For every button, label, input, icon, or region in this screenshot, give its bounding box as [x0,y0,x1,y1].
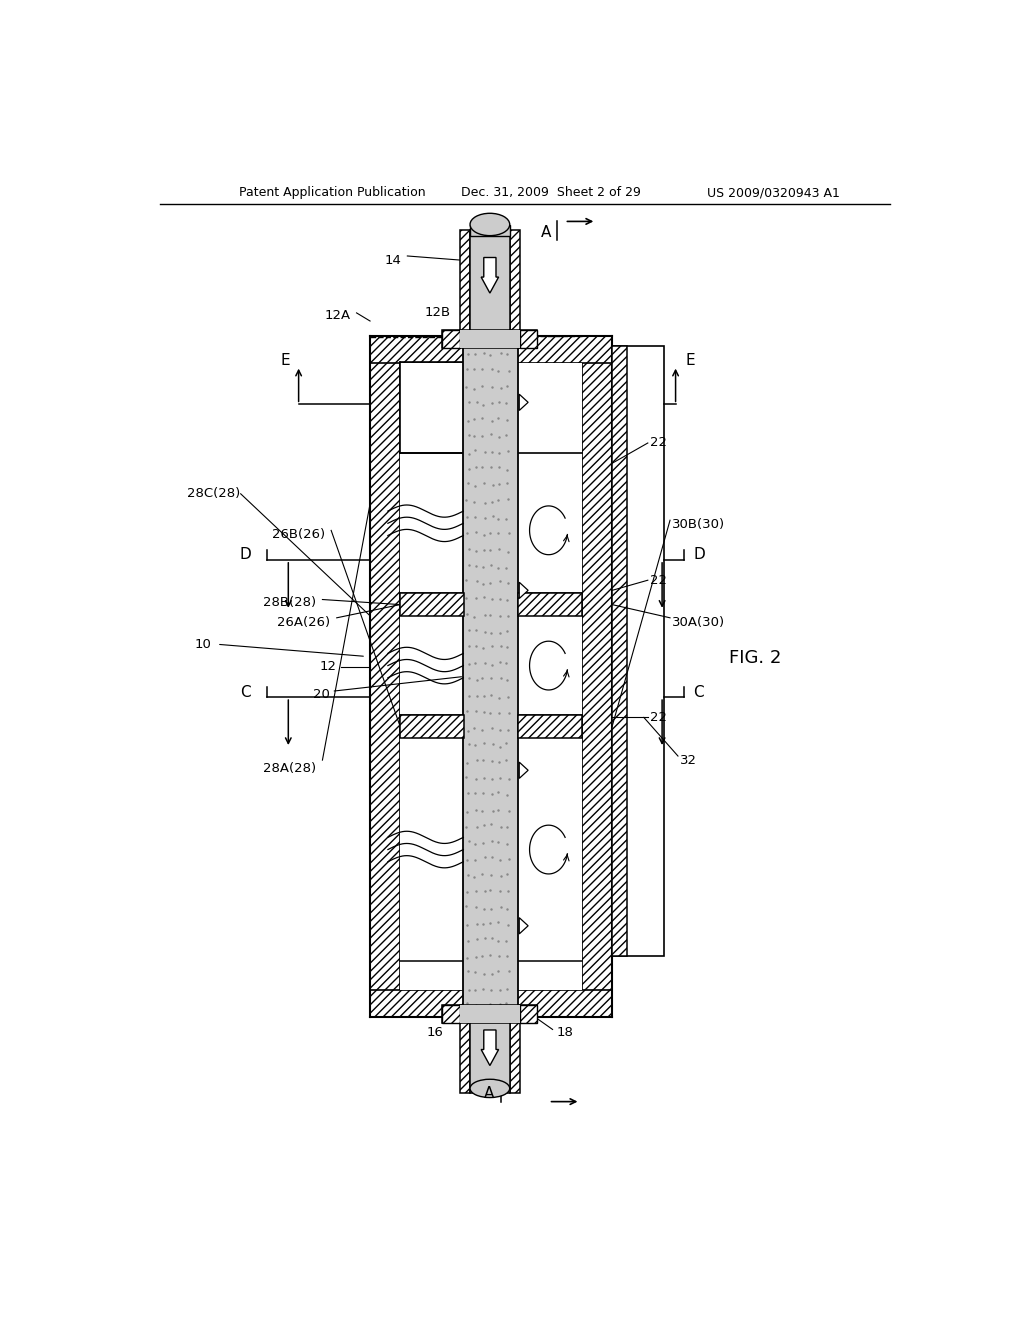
Bar [612,346,627,956]
Text: E: E [685,354,694,368]
Text: D: D [693,548,705,562]
Text: C: C [693,685,703,700]
Text: D: D [240,548,251,562]
Polygon shape [519,917,528,935]
Text: 20: 20 [312,688,330,701]
Bar [612,346,664,956]
Bar [510,230,520,337]
Bar [442,1005,538,1023]
Text: 30A(30): 30A(30) [672,616,725,630]
Text: 28A(28): 28A(28) [263,762,316,775]
Text: 28B(28): 28B(28) [263,597,316,609]
Bar [460,1018,470,1093]
Text: E: E [281,354,290,368]
Text: 10: 10 [195,638,212,651]
Polygon shape [481,257,499,293]
Text: 32: 32 [680,754,696,767]
Text: Dec. 31, 2009  Sheet 2 of 29: Dec. 31, 2009 Sheet 2 of 29 [461,186,641,199]
Bar [510,1018,520,1093]
Text: 12A: 12A [324,309,350,322]
Bar [370,337,612,363]
Bar [442,1005,460,1023]
Bar [520,330,538,348]
Text: US 2009/0320943 A1: US 2009/0320943 A1 [708,186,841,199]
Polygon shape [519,395,528,411]
Bar [463,337,518,1018]
Bar [460,230,470,337]
Text: 14: 14 [385,253,401,267]
Ellipse shape [470,214,510,236]
Text: A: A [484,1086,495,1101]
Bar [470,1018,510,1093]
Text: 22: 22 [650,437,668,450]
Polygon shape [519,582,528,598]
Bar [470,226,510,236]
Ellipse shape [470,1080,510,1097]
Bar [400,594,464,615]
Polygon shape [481,1030,499,1065]
Text: 26B(26): 26B(26) [271,528,325,541]
Bar [520,1005,538,1023]
Text: 16: 16 [427,1026,443,1039]
Text: 30B(30): 30B(30) [672,517,725,531]
Bar [460,330,520,348]
Bar [470,230,510,337]
Text: FIG. 2: FIG. 2 [729,649,781,668]
Text: Patent Application Publication: Patent Application Publication [240,186,426,199]
Text: 22: 22 [650,711,668,723]
Bar [518,594,582,615]
Bar [460,1005,520,1023]
Text: 12: 12 [319,660,337,673]
Bar [400,715,464,738]
Text: 26A(26): 26A(26) [278,616,331,630]
Text: 22: 22 [650,574,668,586]
Bar [370,990,612,1018]
Bar [442,330,538,348]
Text: 12B: 12B [424,306,451,319]
Bar [582,337,612,1018]
Bar [518,715,582,738]
Bar [370,337,400,1018]
Text: A: A [541,226,551,240]
Bar [442,330,460,348]
Polygon shape [519,762,528,779]
Text: C: C [241,685,251,700]
Bar [400,363,582,990]
Text: 18: 18 [557,1026,573,1039]
Text: 28C(28): 28C(28) [187,487,241,500]
